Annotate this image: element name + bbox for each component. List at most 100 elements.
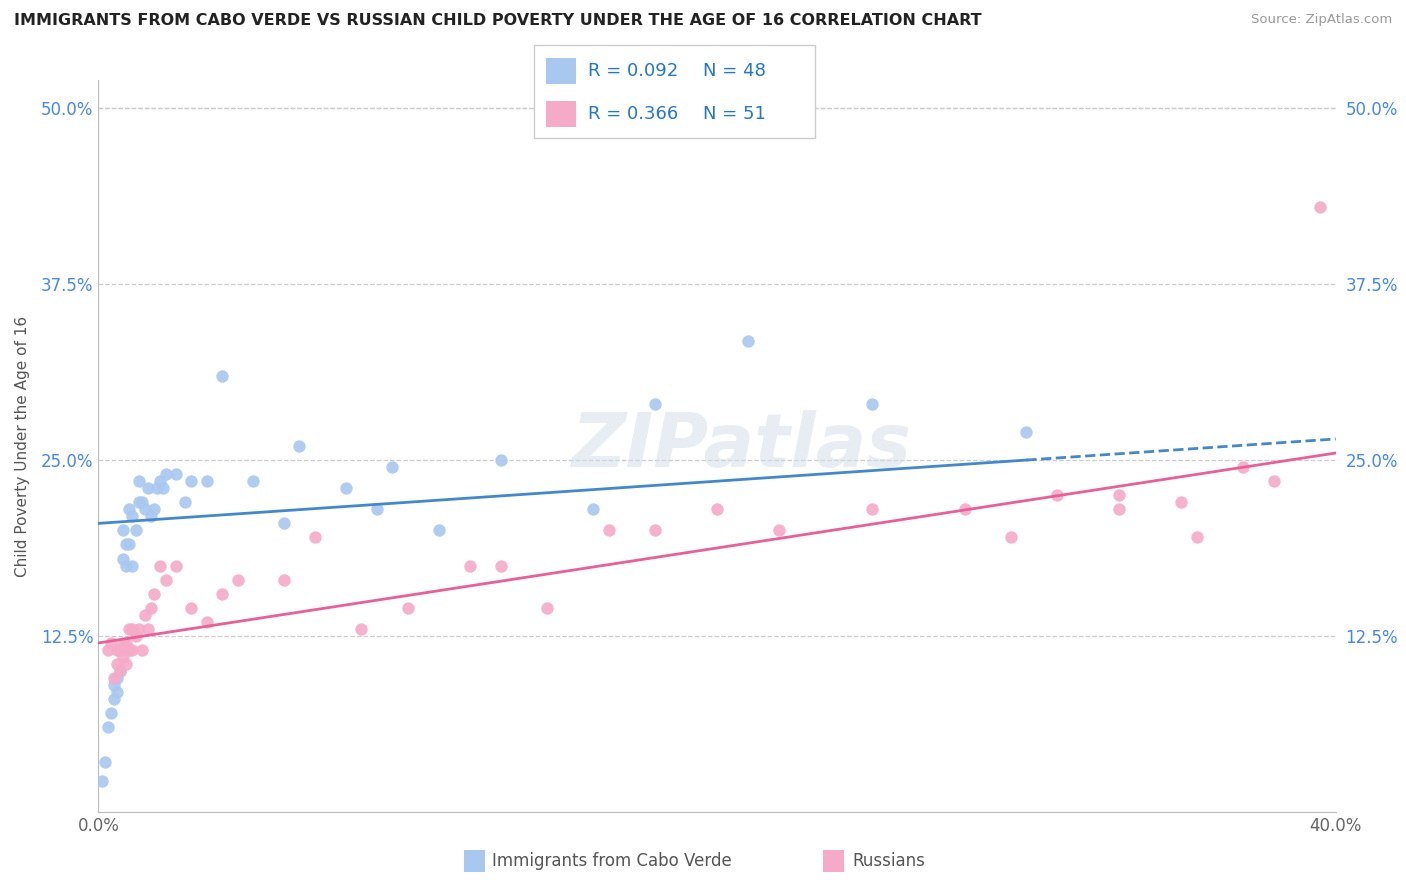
Point — [121, 643, 143, 657]
Point — [1232, 460, 1254, 475]
Point — [108, 664, 131, 678]
Point — [124, 524, 146, 538]
Point — [1170, 495, 1192, 509]
Point — [108, 643, 131, 657]
Point — [381, 460, 404, 475]
Point — [97, 720, 120, 734]
Point — [273, 516, 295, 531]
Point — [108, 664, 131, 678]
Point — [165, 467, 187, 482]
Point — [1309, 200, 1331, 214]
Point — [226, 573, 249, 587]
Bar — [546, 58, 576, 84]
Point — [93, 756, 115, 770]
Point — [304, 530, 326, 544]
Text: IMMIGRANTS FROM CABO VERDE VS RUSSIAN CHILD POVERTY UNDER THE AGE OF 16 CORRELAT: IMMIGRANTS FROM CABO VERDE VS RUSSIAN CH… — [14, 13, 981, 29]
Point — [134, 607, 156, 622]
Point — [103, 692, 125, 706]
Point — [105, 657, 128, 671]
Point — [100, 706, 122, 721]
Point — [128, 495, 150, 509]
Point — [706, 502, 728, 516]
Point — [489, 453, 512, 467]
Point — [195, 474, 218, 488]
Point — [100, 636, 122, 650]
Point — [288, 439, 311, 453]
Point — [118, 502, 141, 516]
Point — [146, 481, 169, 495]
Point — [105, 643, 128, 657]
Point — [121, 558, 143, 573]
Point — [582, 502, 605, 516]
Point — [536, 600, 558, 615]
Text: Russians: Russians — [852, 852, 925, 870]
Bar — [546, 101, 576, 127]
Point — [1000, 530, 1022, 544]
Y-axis label: Child Poverty Under the Age of 16: Child Poverty Under the Age of 16 — [15, 316, 30, 576]
Point — [1185, 530, 1208, 544]
Text: Source: ZipAtlas.com: Source: ZipAtlas.com — [1251, 13, 1392, 27]
Point — [131, 495, 153, 509]
Point — [768, 524, 790, 538]
Point — [427, 524, 450, 538]
Point — [118, 622, 141, 636]
Point — [458, 558, 481, 573]
Point — [121, 622, 143, 636]
Point — [155, 573, 177, 587]
Point — [165, 558, 187, 573]
Point — [103, 678, 125, 692]
Point — [97, 643, 120, 657]
Point — [152, 481, 174, 495]
Point — [118, 643, 141, 657]
Point — [90, 773, 112, 788]
Point — [112, 650, 135, 665]
Point — [121, 509, 143, 524]
Text: R = 0.092: R = 0.092 — [588, 62, 678, 79]
Point — [195, 615, 218, 629]
Point — [335, 481, 357, 495]
Text: ZIPatlas: ZIPatlas — [572, 409, 912, 483]
Point — [489, 558, 512, 573]
Point — [115, 558, 138, 573]
Point — [953, 502, 976, 516]
Point — [128, 474, 150, 488]
Point — [115, 636, 138, 650]
Point — [139, 509, 162, 524]
Point — [860, 502, 883, 516]
Point — [174, 495, 197, 509]
Text: N = 51: N = 51 — [703, 105, 766, 123]
Point — [149, 474, 172, 488]
Point — [1046, 488, 1069, 502]
Point — [105, 671, 128, 685]
Point — [273, 573, 295, 587]
Point — [1108, 488, 1130, 502]
Point — [136, 622, 159, 636]
Point — [155, 467, 177, 482]
Point — [860, 397, 883, 411]
Point — [118, 537, 141, 551]
Point — [180, 474, 202, 488]
Point — [598, 524, 620, 538]
Point — [124, 629, 146, 643]
Point — [108, 643, 131, 657]
Point — [149, 558, 172, 573]
Point — [112, 524, 135, 538]
Point — [737, 334, 759, 348]
Point — [396, 600, 419, 615]
Point — [644, 397, 666, 411]
Point — [143, 502, 166, 516]
Point — [644, 524, 666, 538]
Point — [139, 600, 162, 615]
Point — [105, 685, 128, 699]
Point — [103, 671, 125, 685]
Point — [1015, 425, 1038, 439]
Point — [143, 587, 166, 601]
Text: R = 0.366: R = 0.366 — [588, 105, 678, 123]
Point — [366, 502, 388, 516]
Point — [112, 636, 135, 650]
Text: Immigrants from Cabo Verde: Immigrants from Cabo Verde — [492, 852, 733, 870]
Point — [131, 643, 153, 657]
Point — [128, 622, 150, 636]
Point — [1263, 474, 1285, 488]
Point — [211, 587, 233, 601]
